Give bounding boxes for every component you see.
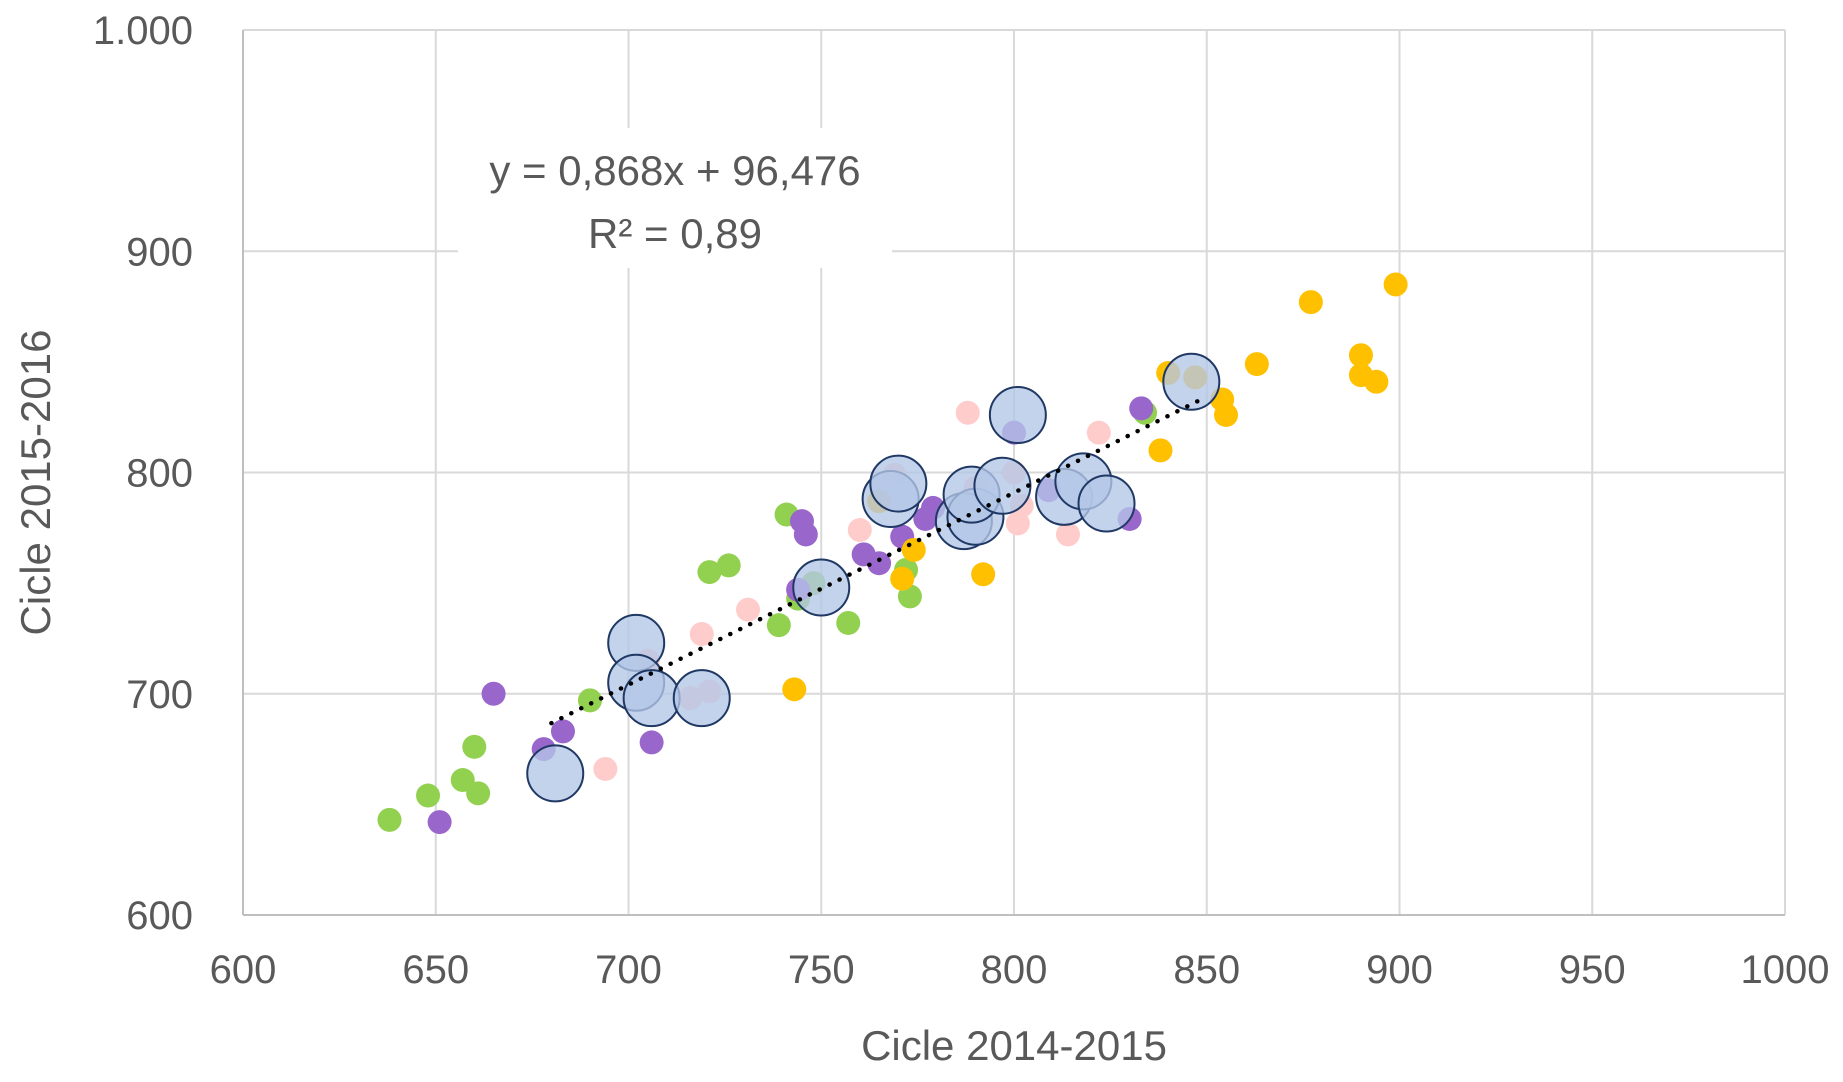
- data-point: [466, 781, 491, 806]
- data-point: [481, 681, 506, 706]
- x-tick-label: 1000: [1741, 948, 1830, 992]
- trendline: [549, 398, 1202, 726]
- data-point: [890, 566, 915, 591]
- data-point: [697, 560, 722, 585]
- data-point: [462, 734, 487, 759]
- data-point: [901, 537, 926, 562]
- data-point-bubble: [973, 456, 1032, 515]
- data-point: [577, 688, 602, 713]
- data-point: [782, 677, 807, 702]
- data-point: [1129, 396, 1154, 421]
- data-point-bubble: [1162, 352, 1221, 411]
- y-tick-label: 600: [126, 894, 193, 938]
- x-axis-title: Cicle 2014-2015: [861, 1022, 1167, 1069]
- data-point: [427, 810, 452, 835]
- data-point: [793, 522, 818, 547]
- x-tick-label: 800: [981, 948, 1048, 992]
- y-tick-label: 800: [126, 452, 193, 496]
- trendline-label-background: [458, 128, 892, 268]
- data-point: [971, 562, 996, 587]
- data-point: [1214, 402, 1239, 427]
- data-point-bubble: [792, 558, 851, 617]
- y-tick-label: 900: [126, 230, 193, 274]
- data-point: [766, 613, 791, 638]
- data-point: [716, 553, 741, 578]
- data-point-bubble: [1077, 474, 1136, 533]
- data-point: [689, 622, 714, 647]
- data-points: [377, 272, 1408, 835]
- data-point: [1348, 343, 1373, 368]
- data-point: [1086, 420, 1111, 445]
- data-point: [377, 807, 402, 832]
- data-point: [1383, 272, 1408, 297]
- data-point-bubble: [526, 744, 585, 803]
- data-point: [836, 610, 861, 635]
- data-point: [416, 783, 441, 808]
- data-point-bubble: [988, 385, 1047, 444]
- data-point: [736, 597, 761, 622]
- y-axis-tick-labels: 600 700 800 900 1.000: [93, 9, 193, 938]
- data-point-bubble: [869, 454, 928, 513]
- trendline-equation: y = 0,868x + 96,476: [489, 147, 860, 194]
- x-tick-label: 700: [595, 948, 662, 992]
- data-point-bubble: [622, 669, 681, 728]
- data-point: [639, 730, 664, 755]
- data-point: [593, 756, 618, 781]
- data-point: [550, 719, 575, 744]
- data-point: [847, 518, 872, 543]
- y-tick-label: 700: [126, 673, 193, 717]
- y-tick-label: 1.000: [93, 9, 193, 53]
- data-point: [867, 551, 892, 576]
- data-point: [1364, 369, 1389, 394]
- data-point: [1244, 352, 1269, 377]
- y-axis-title: Cicle 2015-2016: [12, 330, 59, 636]
- data-point: [955, 400, 980, 425]
- trendline-label: y = 0,868x + 96,476 R² = 0,89: [458, 128, 892, 268]
- x-axis-tick-labels: 600 650 700 750 800 850 900 950 1000: [210, 948, 1830, 992]
- data-point: [1148, 438, 1173, 463]
- trendline-group: [549, 398, 1202, 726]
- x-tick-label: 850: [1173, 948, 1240, 992]
- x-tick-label: 600: [210, 948, 277, 992]
- x-tick-label: 650: [402, 948, 469, 992]
- data-point-bubble: [672, 669, 731, 728]
- x-tick-label: 750: [788, 948, 855, 992]
- data-point: [1055, 522, 1080, 547]
- trendline-r-squared: R² = 0,89: [588, 210, 762, 257]
- x-tick-label: 950: [1559, 948, 1626, 992]
- data-point: [1298, 290, 1323, 315]
- x-tick-label: 900: [1366, 948, 1433, 992]
